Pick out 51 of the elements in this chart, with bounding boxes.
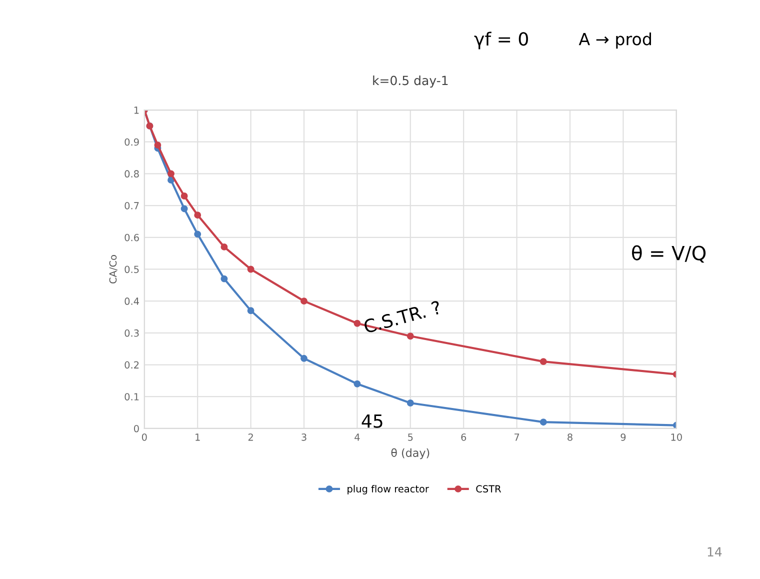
point <box>180 205 188 212</box>
point <box>354 320 361 327</box>
point <box>247 266 254 273</box>
text: 14 <box>708 547 722 556</box>
point <box>540 418 547 426</box>
point <box>220 275 228 282</box>
y-tick-label: 0 <box>134 424 139 432</box>
point <box>406 400 414 406</box>
legend-label: CSTR <box>476 485 502 493</box>
point <box>247 307 254 314</box>
y-tick-label: 0.6 <box>124 234 139 242</box>
point <box>154 142 162 149</box>
point <box>220 243 228 250</box>
y-tick-label: 0.4 <box>124 298 139 305</box>
y-tick-label: 0.5 <box>124 266 139 274</box>
y-tick-label: 0.7 <box>124 202 139 210</box>
point <box>194 230 202 238</box>
chart-title: k=0.5 day-1 <box>373 76 448 88</box>
x-tick-label: 9 <box>620 433 626 441</box>
x-axis-title: θ (day) <box>391 448 430 460</box>
point <box>300 354 308 362</box>
y-tick-label: 0.3 <box>124 329 139 337</box>
y-tick-label: 0.9 <box>124 138 139 146</box>
annotation: θ = V/Q <box>632 245 706 263</box>
text: γf = 0 <box>474 32 528 50</box>
y-tick-label: 0.2 <box>124 361 139 369</box>
annotation: 45 <box>362 414 382 428</box>
annotation: C.S.TR. ? <box>363 300 442 334</box>
y-axis-title: CA/Co <box>109 255 118 284</box>
x-tick-label: 5 <box>408 434 413 441</box>
x-tick-label: 6 <box>461 433 466 441</box>
point <box>540 358 547 366</box>
x-tick-label: 2 <box>248 433 253 441</box>
point <box>300 298 308 305</box>
point <box>168 170 174 178</box>
x-tick-label: 7 <box>514 434 520 441</box>
legend-label: plug flow reactor <box>348 484 429 494</box>
point <box>354 380 361 388</box>
point <box>194 212 202 219</box>
x-tick-label: 3 <box>302 433 306 441</box>
point <box>406 332 414 340</box>
y-tick-label: 0.1 <box>124 393 139 400</box>
x-tick-label: 0 <box>142 433 147 441</box>
text: A → prod <box>578 32 651 49</box>
y-tick-label: 1 <box>134 106 139 114</box>
y-tick-label: 0.8 <box>124 170 139 178</box>
x-tick-label: 1 <box>196 434 200 441</box>
x-tick-label: 8 <box>568 433 572 441</box>
x-tick-label: 4 <box>354 434 360 441</box>
x-tick-label: 10 <box>671 433 682 441</box>
point <box>180 192 188 200</box>
